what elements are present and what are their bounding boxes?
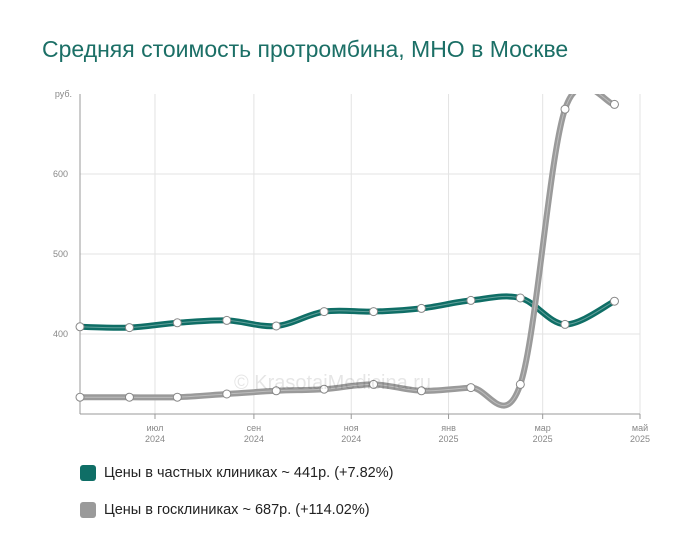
data-point xyxy=(319,384,329,394)
y-unit-label: руб. xyxy=(55,89,72,99)
y-tick-label: 600 xyxy=(53,169,68,179)
chart-title: Средняя стоимость протромбина, МНО в Мос… xyxy=(42,36,569,62)
line-chart: 400500600руб.июл2024сен2024ноя2024янв202… xyxy=(53,89,650,444)
data-point xyxy=(560,319,570,329)
series-line-highlight-1 xyxy=(80,94,615,407)
x-tick-year: 2024 xyxy=(341,434,361,444)
x-tick-month: май xyxy=(632,423,648,433)
y-tick-label: 400 xyxy=(53,329,68,339)
data-point xyxy=(75,392,85,402)
data-point xyxy=(172,392,182,402)
x-tick-year: 2025 xyxy=(630,434,650,444)
data-point xyxy=(466,383,476,393)
data-point xyxy=(124,323,134,333)
data-point xyxy=(609,99,619,109)
series-line-1 xyxy=(77,94,618,409)
x-tick-month: мар xyxy=(535,423,551,433)
axes: 400500600руб.июл2024сен2024ноя2024янв202… xyxy=(53,89,650,444)
data-point xyxy=(560,104,570,114)
data-point xyxy=(172,318,182,328)
data-point xyxy=(319,307,329,317)
data-point xyxy=(124,392,134,402)
legend: Цены в частных клиниках ~ 441р. (+7.82%)… xyxy=(80,463,393,537)
data-point xyxy=(609,296,619,306)
x-tick-month: июл xyxy=(147,423,164,433)
y-tick-label: 500 xyxy=(53,249,68,259)
watermark: © KrasotaiMedicina.ru xyxy=(234,372,432,394)
x-tick-month: сен xyxy=(247,423,262,433)
legend-label-public: Цены в госклиниках ~ 687р. (+114.02%) xyxy=(104,502,370,518)
series-lines xyxy=(77,94,618,409)
legend-label-private: Цены в частных клиниках ~ 441р. (+7.82%) xyxy=(104,465,394,481)
data-point xyxy=(466,295,476,305)
legend-swatch-public xyxy=(80,502,96,518)
data-point xyxy=(416,386,426,396)
data-point xyxy=(515,293,525,303)
series-points xyxy=(75,99,619,402)
x-tick-month: янв xyxy=(441,423,456,433)
data-point xyxy=(271,321,281,331)
legend-swatch-private xyxy=(80,465,96,481)
x-tick-month: ноя xyxy=(344,423,359,433)
x-tick-year: 2024 xyxy=(244,434,264,444)
legend-item-public[interactable]: Цены в госклиниках ~ 687р. (+114.02%) xyxy=(80,500,393,520)
data-point xyxy=(369,307,379,317)
data-point xyxy=(515,379,525,389)
legend-item-private[interactable]: Цены в частных клиниках ~ 441р. (+7.82%) xyxy=(80,463,393,483)
x-tick-year: 2025 xyxy=(439,434,459,444)
data-point xyxy=(271,386,281,396)
x-tick-year: 2024 xyxy=(145,434,165,444)
data-point xyxy=(75,322,85,332)
data-point xyxy=(369,379,379,389)
grid-lines xyxy=(80,94,641,414)
data-point xyxy=(222,389,232,399)
x-tick-year: 2025 xyxy=(533,434,553,444)
data-point xyxy=(416,303,426,313)
data-point xyxy=(222,315,232,325)
